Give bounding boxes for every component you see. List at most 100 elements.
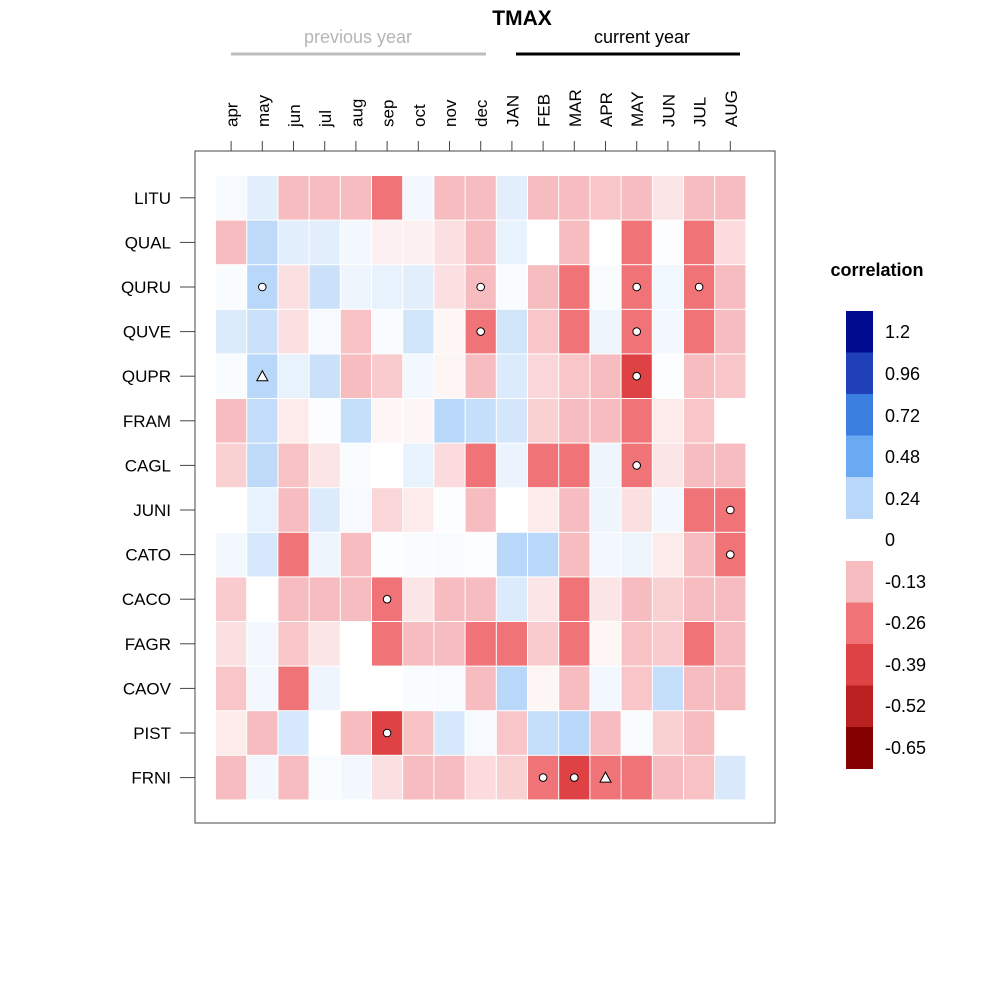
heatmap-cell-QUAL-JUN — [652, 220, 683, 265]
heatmap-cell-FAGR-dec — [465, 622, 496, 666]
marker-circle-QUVE-MAY — [632, 327, 642, 336]
marker-circle-QURU-dec — [476, 282, 486, 292]
legend-label: -0.39 — [885, 655, 926, 675]
legend-swatch-negative — [846, 685, 873, 728]
heatmap-cell-JUNI-jul — [309, 488, 340, 532]
heatmap-cell-CATO-MAY — [621, 532, 652, 577]
heatmap-cell-QUVE-nov — [434, 309, 465, 354]
heatmap-cell-CACO-aug — [340, 577, 371, 621]
heatmap-cell-CATO-jul — [309, 532, 340, 577]
heatmap-cell-CATO-APR — [590, 532, 621, 577]
heatmap-cell-QUVE-oct — [403, 309, 434, 354]
heatmap-cell-FAGR-JUN — [652, 622, 683, 666]
legend-swatch-positive — [846, 435, 873, 478]
heatmap-cell-QUAL-FEB — [528, 220, 559, 265]
heatmap-cell-CATO-dec — [465, 532, 496, 577]
heatmap-cell-CAGL-JUL — [684, 443, 715, 488]
current-year-label: current year — [594, 27, 690, 47]
heatmap-cell-CAOV-APR — [590, 666, 621, 711]
heatmap-cell-CATO-aug — [340, 532, 371, 577]
heatmap-cell-CATO-JAN — [496, 532, 527, 577]
heatmap-cell-CAGL-nov — [434, 443, 465, 488]
heatmap-cell-FRAM-AUG — [715, 399, 746, 443]
heatmap-cell-CAGL-JUN — [652, 443, 683, 488]
heatmap-cell-FAGR-APR — [590, 622, 621, 666]
heatmap-cell-LITU-jun — [278, 176, 309, 220]
heatmap-cell-PIST-oct — [403, 711, 434, 755]
y-tick-label: FAGR — [125, 635, 171, 654]
heatmap-cell-CATO-jun — [278, 532, 309, 577]
heatmap-cell-QUPR-aug — [340, 354, 371, 398]
heatmap-cell-CAOV-oct — [403, 666, 434, 711]
heatmap-cell-FRNI-dec — [465, 755, 496, 800]
heatmap-cell-FRAM-MAR — [559, 399, 590, 443]
heatmap-cell-JUNI-JUL — [684, 488, 715, 532]
heatmap-cell-JUNI-FEB — [528, 488, 559, 532]
x-tick-label: APR — [597, 92, 616, 127]
heatmap-cell-LITU-JAN — [496, 176, 527, 220]
heatmap-cell-CACO-AUG — [715, 577, 746, 621]
heatmap-cell-PIST-AUG — [715, 711, 746, 755]
heatmap-cell-LITU-nov — [434, 176, 465, 220]
heatmap-cell-FRNI-MAY — [621, 755, 652, 800]
heatmap-cell-PIST-MAR — [559, 711, 590, 755]
heatmap-cell-QURU-jul — [309, 265, 340, 309]
heatmap-cell-QURU-nov — [434, 265, 465, 309]
x-tick-label: oct — [410, 104, 429, 127]
marker-circle-CACO-sep — [382, 594, 392, 604]
legend-swatch-negative — [846, 561, 873, 603]
heatmap-cell-CACO-JUL — [684, 577, 715, 621]
heatmap-cell-FRAM-JUL — [684, 399, 715, 443]
marker-circle-QUVE-dec — [476, 327, 486, 336]
heatmap-cell-CATO-JUN — [652, 532, 683, 577]
x-tick-label: may — [254, 94, 273, 127]
marker-circle-QURU-JUL — [694, 282, 704, 292]
heatmap-cell-PIST-apr — [216, 711, 247, 755]
heatmap-cell-QUAL-sep — [372, 220, 403, 265]
heatmap-cell-QURU-sep — [372, 265, 403, 309]
marker-circle-QUPR-MAY — [632, 371, 642, 381]
heatmap-cell-FAGR-JAN — [496, 622, 527, 666]
heatmap-cell-FAGR-FEB — [528, 622, 559, 666]
heatmap-cell-CACO-nov — [434, 577, 465, 621]
heatmap-cell-QUVE-AUG — [715, 309, 746, 354]
heatmap-cell-FAGR-jun — [278, 622, 309, 666]
heatmap-cell-JUNI-apr — [216, 488, 247, 532]
heatmap-cell-JUNI-MAY — [621, 488, 652, 532]
heatmap-cell-LITU-APR — [590, 176, 621, 220]
marker-circle-FRNI-MAR — [570, 773, 579, 782]
heatmap-cell-CATO-apr — [216, 532, 247, 577]
heatmap-cell-FRNI-aug — [340, 755, 371, 800]
heatmap-cell-CAOV-AUG — [715, 666, 746, 711]
heatmap-cell-FRAM-may — [247, 399, 278, 443]
heatmap-cell-QUVE-MAR — [559, 309, 590, 354]
heatmap-cell-CAOV-JUN — [652, 666, 683, 711]
heatmap-cell-FRAM-aug — [340, 399, 371, 443]
legend-label: 0.72 — [885, 406, 920, 426]
legend-title: correlation — [830, 260, 923, 280]
heatmap-cell-QUVE-sep — [372, 309, 403, 354]
marker-circle-QURU-MAY — [632, 282, 642, 292]
heatmap-cell-FRNI-JAN — [496, 755, 527, 800]
heatmap-cell-QURU-JUN — [652, 265, 683, 309]
heatmap-cell-QUAL-jun — [278, 220, 309, 265]
heatmap-cell-CAGL-oct — [403, 443, 434, 488]
y-tick-label: QUVE — [123, 323, 171, 342]
legend-label: 0.48 — [885, 447, 920, 467]
y-tick-label: FRAM — [123, 412, 171, 431]
heatmap-cell-QUPR-FEB — [528, 354, 559, 398]
heatmap-cell-CAOV-dec — [465, 666, 496, 711]
heatmap-cell-FRNI-JUL — [684, 755, 715, 800]
y-tick-label: QURU — [121, 278, 171, 297]
heatmap-cell-FAGR-MAY — [621, 622, 652, 666]
legend-swatch-negative — [846, 727, 873, 769]
heatmap-cell-QUAL-jul — [309, 220, 340, 265]
legend-label: 1.2 — [885, 322, 910, 342]
heatmap-cell-QURU-FEB — [528, 265, 559, 309]
heatmap-cell-QUPR-APR — [590, 354, 621, 398]
heatmap-cell-PIST-JAN — [496, 711, 527, 755]
legend-label: -0.13 — [885, 572, 926, 592]
marker-circle-PIST-sep — [382, 728, 392, 738]
chart-title: TMAX — [492, 7, 552, 30]
heatmap-cell-FRNI-jun — [278, 755, 309, 800]
